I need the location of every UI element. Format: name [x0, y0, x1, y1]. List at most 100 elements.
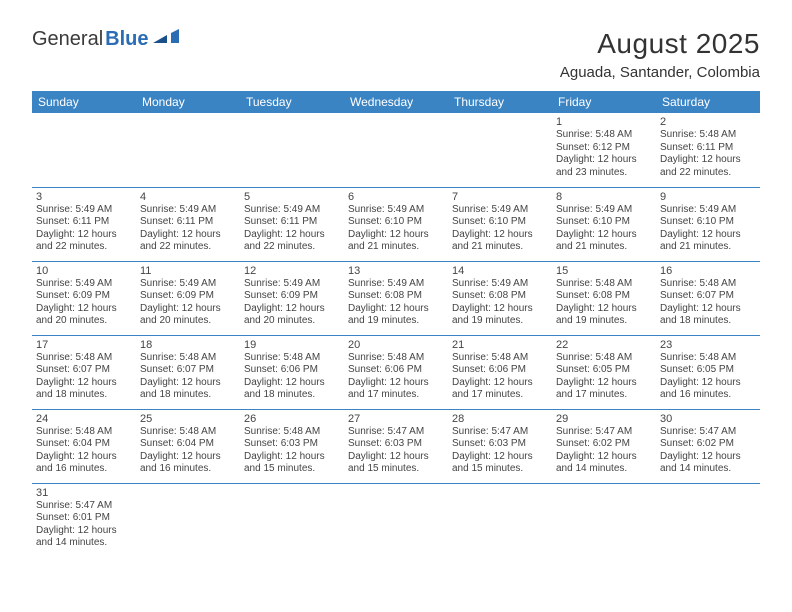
logo-text-general: General	[32, 28, 103, 51]
day-details: Sunrise: 5:48 AMSunset: 6:06 PMDaylight:…	[348, 352, 444, 402]
day-details: Sunrise: 5:49 AMSunset: 6:09 PMDaylight:…	[244, 278, 340, 328]
calendar-row: 24Sunrise: 5:48 AMSunset: 6:04 PMDayligh…	[32, 409, 760, 483]
day-number: 18	[140, 339, 236, 351]
day-number: 29	[556, 413, 652, 425]
logo: GeneralBlue	[32, 28, 179, 51]
day-number: 4	[140, 191, 236, 203]
day-cell: 14Sunrise: 5:49 AMSunset: 6:08 PMDayligh…	[448, 261, 552, 335]
day-number: 6	[348, 191, 444, 203]
day-cell: 8Sunrise: 5:49 AMSunset: 6:10 PMDaylight…	[552, 187, 656, 261]
day-number: 28	[452, 413, 548, 425]
day-number: 23	[660, 339, 756, 351]
calendar-body: 1Sunrise: 5:48 AMSunset: 6:12 PMDaylight…	[32, 113, 760, 557]
weekday-header: Monday	[136, 91, 240, 113]
day-cell: 28Sunrise: 5:47 AMSunset: 6:03 PMDayligh…	[448, 409, 552, 483]
day-cell: 30Sunrise: 5:47 AMSunset: 6:02 PMDayligh…	[656, 409, 760, 483]
day-cell: 5Sunrise: 5:49 AMSunset: 6:11 PMDaylight…	[240, 187, 344, 261]
day-number: 5	[244, 191, 340, 203]
day-cell: 7Sunrise: 5:49 AMSunset: 6:10 PMDaylight…	[448, 187, 552, 261]
day-number: 21	[452, 339, 548, 351]
empty-cell	[448, 483, 552, 557]
day-number: 9	[660, 191, 756, 203]
day-cell: 22Sunrise: 5:48 AMSunset: 6:05 PMDayligh…	[552, 335, 656, 409]
day-details: Sunrise: 5:47 AMSunset: 6:02 PMDaylight:…	[660, 426, 756, 476]
day-cell: 13Sunrise: 5:49 AMSunset: 6:08 PMDayligh…	[344, 261, 448, 335]
day-cell: 20Sunrise: 5:48 AMSunset: 6:06 PMDayligh…	[344, 335, 448, 409]
day-cell: 15Sunrise: 5:48 AMSunset: 6:08 PMDayligh…	[552, 261, 656, 335]
day-cell: 29Sunrise: 5:47 AMSunset: 6:02 PMDayligh…	[552, 409, 656, 483]
day-cell: 12Sunrise: 5:49 AMSunset: 6:09 PMDayligh…	[240, 261, 344, 335]
calendar-row: 17Sunrise: 5:48 AMSunset: 6:07 PMDayligh…	[32, 335, 760, 409]
day-details: Sunrise: 5:48 AMSunset: 6:05 PMDaylight:…	[556, 352, 652, 402]
day-number: 10	[36, 265, 132, 277]
day-number: 1	[556, 116, 652, 128]
calendar-row: 31Sunrise: 5:47 AMSunset: 6:01 PMDayligh…	[32, 483, 760, 557]
title-block: August 2025 Aguada, Santander, Colombia	[560, 28, 760, 81]
empty-cell	[656, 483, 760, 557]
day-details: Sunrise: 5:48 AMSunset: 6:03 PMDaylight:…	[244, 426, 340, 476]
day-cell: 1Sunrise: 5:48 AMSunset: 6:12 PMDaylight…	[552, 113, 656, 187]
day-number: 26	[244, 413, 340, 425]
day-details: Sunrise: 5:49 AMSunset: 6:11 PMDaylight:…	[36, 204, 132, 254]
day-cell: 11Sunrise: 5:49 AMSunset: 6:09 PMDayligh…	[136, 261, 240, 335]
day-number: 14	[452, 265, 548, 277]
day-details: Sunrise: 5:49 AMSunset: 6:10 PMDaylight:…	[556, 204, 652, 254]
day-cell: 9Sunrise: 5:49 AMSunset: 6:10 PMDaylight…	[656, 187, 760, 261]
empty-cell	[448, 113, 552, 187]
day-details: Sunrise: 5:49 AMSunset: 6:08 PMDaylight:…	[348, 278, 444, 328]
weekday-header-row: SundayMondayTuesdayWednesdayThursdayFrid…	[32, 91, 760, 113]
empty-cell	[552, 483, 656, 557]
day-number: 17	[36, 339, 132, 351]
day-details: Sunrise: 5:47 AMSunset: 6:02 PMDaylight:…	[556, 426, 652, 476]
empty-cell	[136, 483, 240, 557]
day-number: 8	[556, 191, 652, 203]
day-details: Sunrise: 5:49 AMSunset: 6:08 PMDaylight:…	[452, 278, 548, 328]
day-details: Sunrise: 5:49 AMSunset: 6:10 PMDaylight:…	[660, 204, 756, 254]
day-details: Sunrise: 5:48 AMSunset: 6:04 PMDaylight:…	[36, 426, 132, 476]
weekday-header: Thursday	[448, 91, 552, 113]
day-details: Sunrise: 5:48 AMSunset: 6:07 PMDaylight:…	[36, 352, 132, 402]
location-text: Aguada, Santander, Colombia	[560, 64, 760, 81]
day-number: 3	[36, 191, 132, 203]
header: GeneralBlue August 2025 Aguada, Santande…	[32, 28, 760, 81]
day-cell: 2Sunrise: 5:48 AMSunset: 6:11 PMDaylight…	[656, 113, 760, 187]
day-details: Sunrise: 5:47 AMSunset: 6:03 PMDaylight:…	[452, 426, 548, 476]
day-number: 20	[348, 339, 444, 351]
empty-cell	[240, 483, 344, 557]
day-cell: 18Sunrise: 5:48 AMSunset: 6:07 PMDayligh…	[136, 335, 240, 409]
logo-text-blue: Blue	[105, 28, 148, 51]
day-details: Sunrise: 5:48 AMSunset: 6:05 PMDaylight:…	[660, 352, 756, 402]
empty-cell	[344, 113, 448, 187]
day-number: 15	[556, 265, 652, 277]
calendar-row: 1Sunrise: 5:48 AMSunset: 6:12 PMDaylight…	[32, 113, 760, 187]
day-number: 25	[140, 413, 236, 425]
day-number: 19	[244, 339, 340, 351]
empty-cell	[32, 113, 136, 187]
day-details: Sunrise: 5:48 AMSunset: 6:08 PMDaylight:…	[556, 278, 652, 328]
day-cell: 19Sunrise: 5:48 AMSunset: 6:06 PMDayligh…	[240, 335, 344, 409]
day-number: 11	[140, 265, 236, 277]
day-details: Sunrise: 5:48 AMSunset: 6:07 PMDaylight:…	[660, 278, 756, 328]
day-number: 7	[452, 191, 548, 203]
day-number: 27	[348, 413, 444, 425]
empty-cell	[136, 113, 240, 187]
weekday-header: Wednesday	[344, 91, 448, 113]
day-number: 13	[348, 265, 444, 277]
day-details: Sunrise: 5:48 AMSunset: 6:11 PMDaylight:…	[660, 129, 756, 179]
day-details: Sunrise: 5:48 AMSunset: 6:12 PMDaylight:…	[556, 129, 652, 179]
day-number: 31	[36, 487, 132, 499]
calendar-row: 10 Sunrise: 5:49 AMSunset: 6:09 PMDayligh…	[32, 261, 760, 335]
day-details: Sunrise: 5:47 AMSunset: 6:03 PMDaylight:…	[348, 426, 444, 476]
calendar-table: SundayMondayTuesdayWednesdayThursdayFrid…	[32, 91, 760, 557]
day-cell: 6Sunrise: 5:49 AMSunset: 6:10 PMDaylight…	[344, 187, 448, 261]
day-cell: 4Sunrise: 5:49 AMSunset: 6:11 PMDaylight…	[136, 187, 240, 261]
day-details: Sunrise: 5:49 AMSunset: 6:10 PMDaylight:…	[348, 204, 444, 254]
day-cell: 3Sunrise: 5:49 AMSunset: 6:11 PMDaylight…	[32, 187, 136, 261]
day-cell: 23Sunrise: 5:48 AMSunset: 6:05 PMDayligh…	[656, 335, 760, 409]
day-number: 12	[244, 265, 340, 277]
day-cell: 10Sunrise: 5:49 AMSunset: 6:09 PMDayligh…	[32, 261, 136, 335]
day-cell: 21Sunrise: 5:48 AMSunset: 6:06 PMDayligh…	[448, 335, 552, 409]
day-details: Sunrise: 5:49 AMSunset: 6:11 PMDaylight:…	[244, 204, 340, 254]
day-cell: 25Sunrise: 5:48 AMSunset: 6:04 PMDayligh…	[136, 409, 240, 483]
day-number: 22	[556, 339, 652, 351]
